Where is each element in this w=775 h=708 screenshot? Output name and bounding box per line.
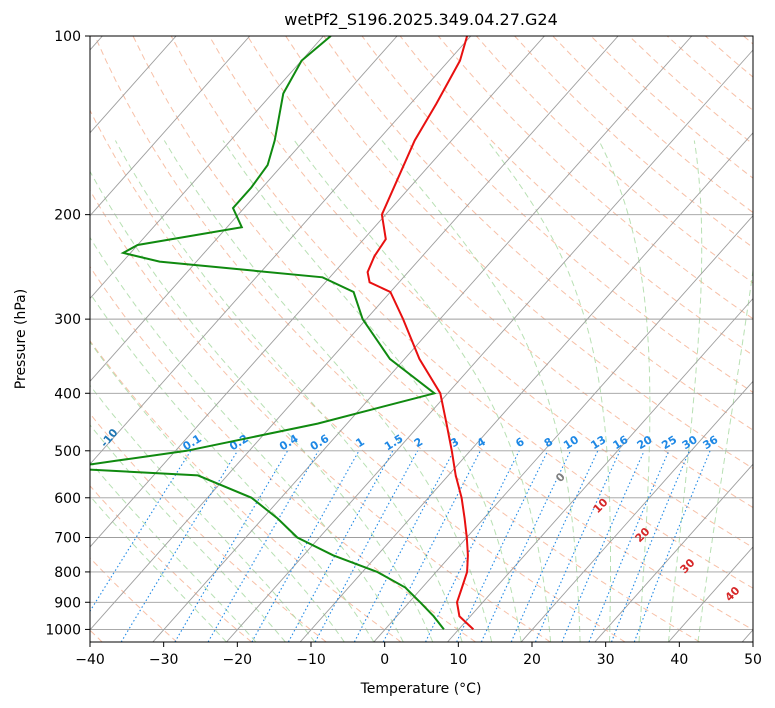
- x-tick-label: −20: [223, 652, 253, 668]
- y-tick-label: 1000: [45, 622, 81, 638]
- isotherm-line: [90, 36, 472, 465]
- dry-adiabat-line: [90, 109, 626, 642]
- x-tick-label: 50: [744, 652, 762, 668]
- x-tick-label: 0: [380, 652, 389, 668]
- isotherm-line: [594, 463, 753, 642]
- y-tick-label: 200: [54, 208, 81, 224]
- mixing-ratio-lines: [90, 450, 711, 642]
- isotherms: [90, 36, 753, 642]
- plot-frame: [89, 35, 754, 643]
- mixing-ratio-line: [425, 450, 520, 642]
- y-axis-ticks: 100 200 300 400 500 600 700 800 900 1000: [45, 29, 90, 638]
- isotherm-line: [90, 36, 545, 548]
- y-tick-label: 700: [54, 531, 81, 547]
- dry-adiabat-line: [285, 36, 753, 470]
- dewpoint-profile-line: [90, 36, 445, 631]
- isotherm-line: [226, 49, 753, 642]
- mixing-ratio-line: [251, 450, 360, 642]
- y-tick-label: 600: [54, 491, 81, 507]
- isotherm-line: [152, 36, 693, 642]
- plot-area: -100-90-80-70-60-50-40-30-20-100.10.20.4…: [90, 36, 753, 642]
- isotherm-line: [520, 380, 753, 642]
- x-tick-label: −40: [75, 652, 105, 668]
- y-axis-label: Pressure (hPa): [13, 289, 29, 389]
- x-tick-label: −30: [149, 652, 179, 668]
- y-tick-label: 800: [54, 565, 81, 581]
- isotherm-line: [299, 132, 753, 642]
- isotherm-line: [373, 214, 753, 642]
- isotherm-line: [90, 36, 398, 382]
- isotherm-line: [90, 36, 619, 631]
- mixing-ratio-line: [287, 450, 394, 642]
- dry-adiabat-line: [437, 36, 753, 320]
- mixing-ratio-line: [633, 450, 711, 642]
- dry-adiabat-line: [132, 36, 753, 631]
- dry-adiabat-line: [361, 36, 753, 393]
- y-tick-label: 500: [54, 444, 81, 460]
- dry-adiabat-line: [399, 36, 753, 356]
- x-tick-label: 10: [449, 652, 467, 668]
- mixing-ratio-line: [120, 450, 239, 642]
- mixing-ratio-line: [561, 450, 645, 642]
- y-tick-label: 100: [54, 29, 81, 45]
- dry-adiabat-line: [90, 557, 178, 642]
- y-tick-label: 900: [54, 595, 81, 611]
- mixing-ratio-line: [610, 450, 690, 642]
- dry-adiabat-line: [94, 36, 701, 642]
- dry-adiabat-line: [90, 485, 252, 642]
- x-axis-ticks: −40 −30 −20 −10 0 10 20 30 40 50: [75, 642, 762, 668]
- y-tick-label: 400: [54, 386, 81, 402]
- temperature-profile-line: [366, 36, 475, 631]
- mixing-ratio-line: [534, 450, 621, 642]
- y-tick-label: 300: [54, 312, 81, 328]
- chart-title: wetPf2_S196.2025.349.04.27.G24: [284, 10, 558, 30]
- isotherm-line: [90, 36, 324, 300]
- isotherm-line: [447, 297, 753, 642]
- x-tick-label: 40: [670, 652, 688, 668]
- x-tick-label: 30: [597, 652, 615, 668]
- x-tick-label: 20: [523, 652, 541, 668]
- x-tick-label: −10: [296, 652, 326, 668]
- dry-adiabat-line: [323, 36, 753, 431]
- mixing-ratio-line: [90, 450, 192, 613]
- mixing-ratio-line: [588, 450, 670, 642]
- x-axis-label: Temperature (°C): [360, 681, 482, 697]
- dry-adiabat-line: [90, 412, 327, 642]
- dry-adiabat-line: [90, 189, 551, 642]
- isotherm-line: [90, 36, 251, 217]
